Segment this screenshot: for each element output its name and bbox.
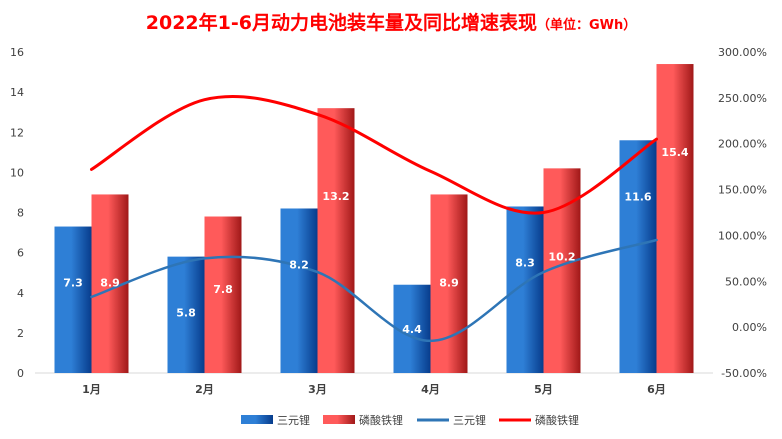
data-label-ternary-lithium: 5.8 (176, 307, 196, 320)
data-label-lfp: 15.4 (661, 146, 688, 159)
y2-axis-tick-label: -50.00% (721, 367, 767, 380)
data-label-lfp: 8.9 (439, 276, 459, 289)
bar-ternary-lithium (280, 208, 318, 373)
x-axis-category-label: 3月 (308, 383, 327, 396)
y-axis-tick-label: 12 (10, 126, 24, 139)
data-label-lfp: 7.8 (213, 283, 233, 296)
x-axis-category-label: 5月 (534, 383, 553, 396)
y2-axis-tick-label: 150.00% (718, 184, 767, 197)
data-label-lfp: 13.2 (322, 190, 349, 203)
bar-ternary-lithium (506, 206, 544, 373)
y-axis-tick-label: 14 (10, 86, 24, 99)
legend-swatch-ternary-lithium-bar (241, 415, 273, 424)
x-axis-category-label: 2月 (195, 383, 214, 396)
y-axis-tick-label: 16 (10, 46, 24, 59)
plot-area: 0 2 4 6 8 10 12 14 16 -50.00% 0.00% 50.00% 100.00% 15… (10, 46, 767, 396)
data-label-ternary-lithium: 8.3 (515, 256, 535, 269)
data-label-ternary-lithium: 11.6 (624, 190, 651, 203)
line-ternary-lithium-growth (90, 238, 658, 343)
legend-swatch-lfp-bar (323, 415, 355, 424)
chart-title: 2022年1-6月动力电池装车量及同比增速表现（单位：GWh） (146, 11, 636, 34)
y-axis-tick-label: 0 (17, 367, 24, 380)
chart-title-unit: （单位：GWh） (537, 17, 636, 33)
bar-lfp (204, 216, 242, 373)
data-label-ternary-lithium: 8.2 (289, 258, 309, 271)
data-label-lfp: 8.9 (100, 276, 120, 289)
bar-ternary-lithium (54, 226, 92, 373)
data-label-ternary-lithium: 4.4 (402, 323, 422, 336)
y2-axis-tick-label: 300.00% (718, 46, 767, 59)
y-axis-tick-label: 6 (17, 247, 24, 260)
chart-title-main: 2022年1-6月动力电池装车量及同比增速表现 (146, 11, 537, 34)
y2-axis-tick-label: 0.00% (732, 321, 767, 334)
bar-lfp (317, 108, 355, 374)
legend-label: 磷酸铁锂 (359, 413, 403, 427)
y2-axis-tick-label: 250.00% (718, 92, 767, 105)
x-axis-category-label: 4月 (421, 383, 440, 396)
y2-axis-tick-label: 50.00% (725, 275, 767, 288)
y-axis-tick-label: 2 (17, 327, 24, 340)
y2-axis-tick-label: 100.00% (718, 229, 767, 242)
bar-lfp (656, 64, 694, 373)
x-axis-category-label: 6月 (647, 383, 666, 396)
bar-ternary-lithium (393, 284, 431, 373)
data-label-ternary-lithium: 7.3 (63, 277, 83, 290)
legend-label: 三元锂 (453, 413, 486, 427)
x-axis-category-label: 1月 (82, 383, 101, 396)
y-axis-tick-label: 8 (17, 207, 24, 220)
line-lfp-growth (90, 94, 658, 215)
legend-label: 三元锂 (277, 413, 310, 427)
bar-ternary-lithium (619, 140, 657, 373)
y2-axis-tick-label: 200.00% (718, 138, 767, 151)
bar-ternary-lithium (167, 256, 205, 373)
y-axis-tick-label: 4 (17, 287, 24, 300)
bar-lfp (430, 194, 468, 373)
y-axis-tick-label: 10 (10, 166, 24, 179)
data-label-lfp: 10.2 (548, 250, 575, 263)
legend: 三元锂 磷酸铁锂 三元锂 磷酸铁锂 (241, 413, 579, 427)
legend-label: 磷酸铁锂 (535, 413, 579, 427)
